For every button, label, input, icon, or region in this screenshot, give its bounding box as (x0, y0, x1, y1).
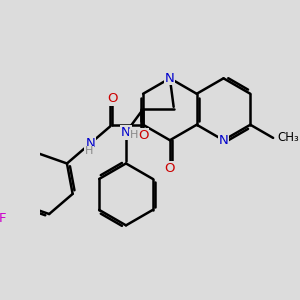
Text: F: F (0, 212, 6, 225)
Text: O: O (165, 162, 175, 175)
Text: H: H (85, 146, 93, 157)
Text: N: N (85, 137, 95, 150)
Text: N: N (219, 134, 228, 147)
Text: O: O (138, 129, 148, 142)
Text: N: N (165, 72, 175, 85)
Text: O: O (107, 92, 117, 105)
Text: N: N (121, 126, 131, 139)
Text: H: H (130, 130, 138, 140)
Text: CH₃: CH₃ (277, 131, 299, 144)
